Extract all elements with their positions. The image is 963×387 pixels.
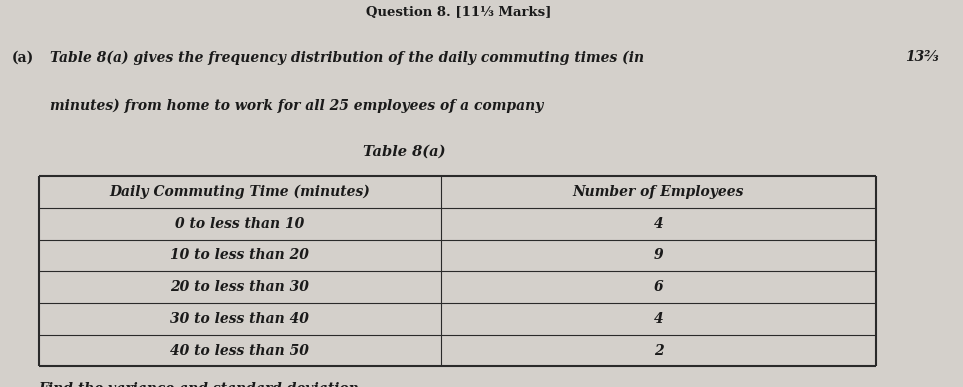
Text: 9: 9 [654, 248, 664, 262]
Text: 40 to less than 50: 40 to less than 50 [170, 344, 309, 358]
Text: 2: 2 [654, 344, 664, 358]
Text: (a): (a) [12, 50, 34, 64]
Text: 4: 4 [654, 312, 664, 326]
Text: 13⅔: 13⅔ [905, 50, 939, 64]
Text: Daily Commuting Time (minutes): Daily Commuting Time (minutes) [109, 185, 370, 199]
Text: Table 8(a) gives the frequency distribution of the daily commuting times (in: Table 8(a) gives the frequency distribut… [50, 50, 644, 65]
Text: 20 to less than 30: 20 to less than 30 [170, 280, 309, 294]
Text: 10 to less than 20: 10 to less than 20 [170, 248, 309, 262]
Text: Find the variance and standard deviation.: Find the variance and standard deviation… [39, 382, 364, 387]
Text: Question 8. [11⅓ Marks]: Question 8. [11⅓ Marks] [366, 6, 551, 19]
Text: minutes) from home to work for all 25 employees of a company: minutes) from home to work for all 25 em… [50, 99, 543, 113]
Text: 4: 4 [654, 217, 664, 231]
Text: Number of Employees: Number of Employees [573, 185, 744, 199]
Text: Table 8(a): Table 8(a) [363, 145, 446, 159]
Text: 30 to less than 40: 30 to less than 40 [170, 312, 309, 326]
Text: 0 to less than 10: 0 to less than 10 [175, 217, 304, 231]
Text: 6: 6 [654, 280, 664, 294]
